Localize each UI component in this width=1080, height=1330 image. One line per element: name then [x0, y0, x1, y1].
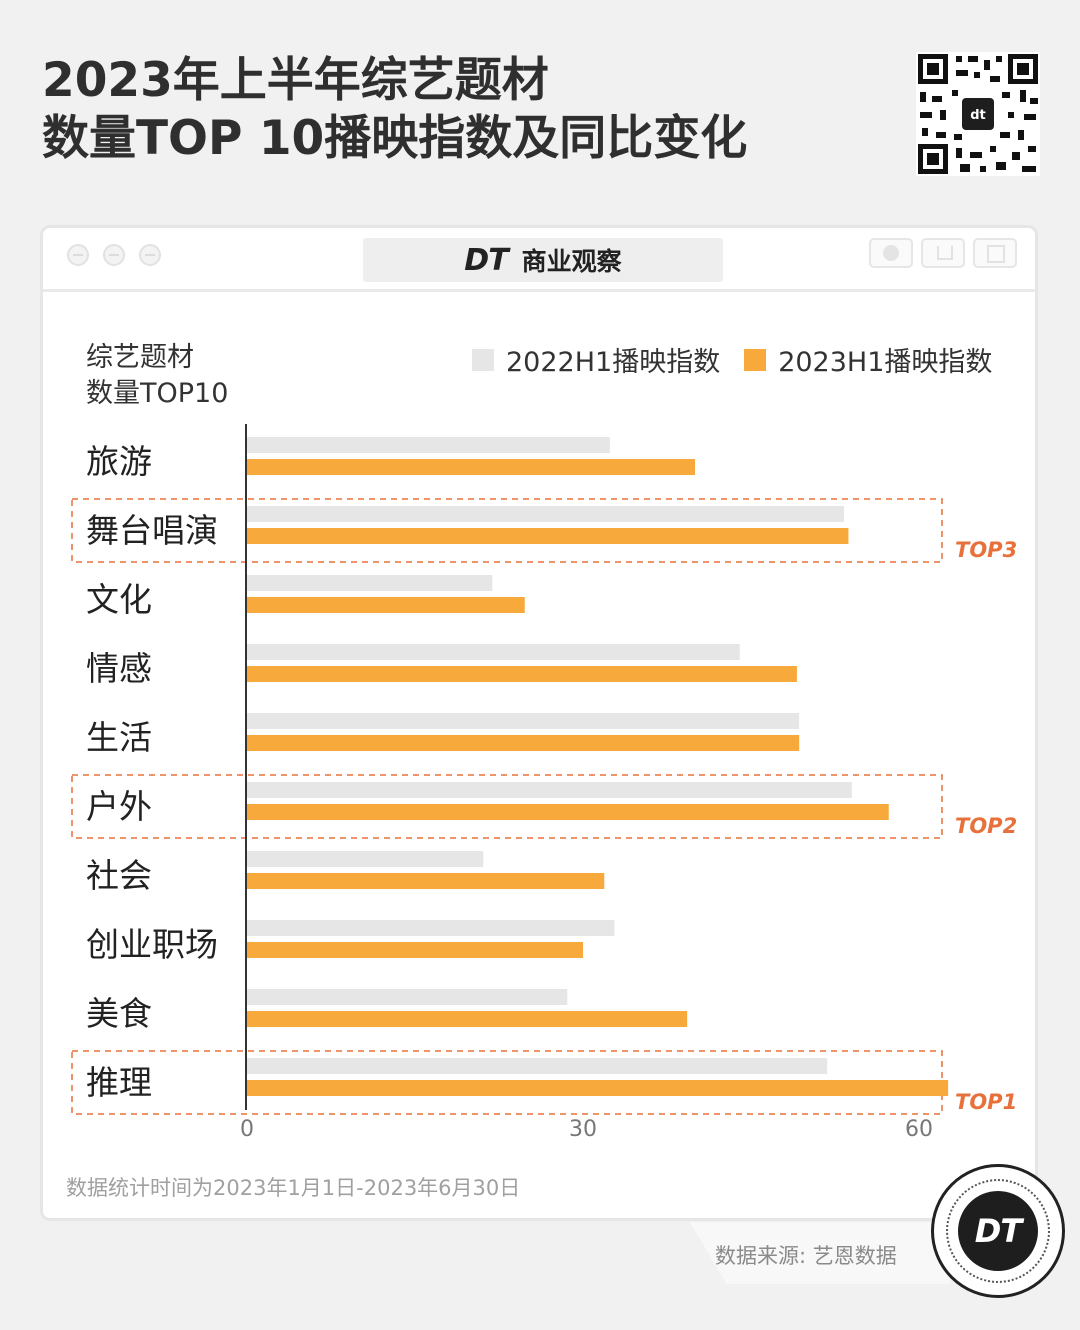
- qr-code-icon[interactable]: dt: [916, 52, 1040, 176]
- bar-2022: [247, 851, 484, 867]
- bar-2023: [247, 1080, 949, 1096]
- highlight-box-top3: [71, 498, 943, 563]
- title-line-2: 数量TOP 10播映指数及同比变化: [42, 111, 748, 166]
- category-label: 生活: [86, 718, 152, 757]
- legend-label-2023: 2023H1播映指数: [778, 347, 993, 378]
- highlight-label-top1: TOP1: [955, 1090, 1017, 1114]
- data-period-note: 数据统计时间为2023年1月1日-2023年6月30日: [66, 1176, 521, 1200]
- bar-2022: [247, 920, 615, 936]
- category-label: 美食: [86, 994, 152, 1033]
- category-label: 推理: [86, 1063, 152, 1102]
- bar-2022: [247, 575, 493, 591]
- svg-text:dt: dt: [970, 108, 986, 123]
- copy-icon[interactable]: [973, 238, 1017, 268]
- data-source: 数据来源: 艺恩数据: [715, 1244, 897, 1268]
- category-label: 情感: [86, 649, 152, 688]
- bar-2022: [247, 782, 852, 798]
- bar-2022: [247, 989, 568, 1005]
- x-tick-label: 30: [569, 1117, 597, 1142]
- x-tick-label: 60: [905, 1117, 933, 1142]
- legend-swatch-2022: [472, 348, 494, 371]
- bar-2023: [247, 735, 800, 751]
- category-axis-title-line-2: 数量TOP10: [86, 378, 229, 409]
- category-axis-title: 综艺题材 数量TOP10: [86, 340, 228, 412]
- dt-badge-logo: DT: [931, 1164, 1065, 1298]
- bar-2022: [247, 1058, 828, 1074]
- legend-item-2023: 2023H1播映指数: [744, 340, 992, 379]
- bar-2023: [247, 942, 583, 958]
- share-icon[interactable]: [921, 238, 965, 268]
- bar-2023: [247, 1011, 688, 1027]
- legend-swatch-2023: [744, 348, 767, 371]
- badge-core: DT: [958, 1191, 1038, 1271]
- bar-2023: [247, 873, 605, 889]
- category-label: 创业职场: [86, 925, 218, 964]
- close-window-icon[interactable]: [67, 244, 89, 266]
- highlight-label-top2: TOP2: [955, 814, 1017, 838]
- category-label: 户外: [86, 787, 152, 826]
- bar-2022: [247, 437, 610, 453]
- maximize-window-icon[interactable]: [139, 244, 161, 266]
- category-label: 文化: [86, 580, 152, 619]
- bar-2023: [247, 528, 849, 544]
- highlight-box-top1: [71, 1050, 943, 1115]
- window-controls: [67, 244, 161, 266]
- highlight-label-top3: TOP3: [955, 538, 1017, 562]
- window-toolbar: [869, 238, 1017, 268]
- page-title: 2023年上半年综艺题材 数量TOP 10播映指数及同比变化: [42, 52, 747, 168]
- minimize-window-icon[interactable]: [103, 244, 125, 266]
- bar-2023: [247, 459, 695, 475]
- category-axis-title-line-1: 综艺题材: [86, 342, 194, 373]
- brand-address-bar: DT 商业观察: [363, 238, 723, 282]
- window-titlebar: DT 商业观察: [43, 228, 1035, 292]
- category-label: 旅游: [86, 442, 152, 481]
- bar-2023: [247, 804, 889, 820]
- bar-2023: [247, 597, 525, 613]
- category-label: 舞台唱演: [86, 511, 218, 550]
- bar-2022: [247, 644, 740, 660]
- record-icon[interactable]: [869, 238, 913, 268]
- source-tab: [690, 1222, 950, 1284]
- x-tick-label: 0: [240, 1117, 254, 1142]
- bar-2022: [247, 713, 800, 729]
- legend-label-2022: 2022H1播映指数: [506, 347, 721, 378]
- title-line-1: 2023年上半年综艺题材: [42, 53, 549, 108]
- chart-legend: 2022H1播映指数 2023H1播映指数: [472, 340, 1016, 379]
- brand-logo-mark: DT: [464, 242, 508, 278]
- badge-ring: DT: [946, 1179, 1050, 1283]
- category-label: 社会: [86, 856, 152, 895]
- bar-2023: [247, 666, 797, 682]
- bar-2022: [247, 506, 844, 522]
- legend-item-2022: 2022H1播映指数: [472, 340, 720, 379]
- highlight-box-top2: [71, 774, 943, 839]
- brand-text: 商业观察: [521, 247, 622, 276]
